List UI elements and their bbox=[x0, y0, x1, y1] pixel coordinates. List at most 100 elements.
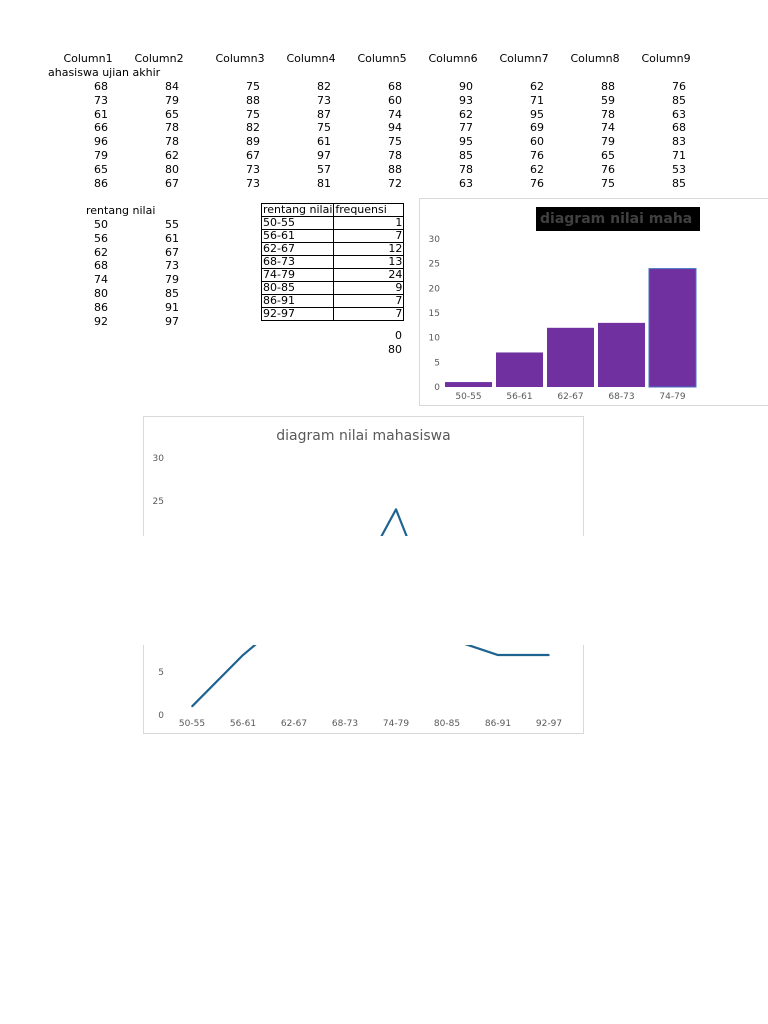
bar-x-tick: 50-55 bbox=[455, 392, 481, 402]
bar-x-tick: 68-73 bbox=[608, 392, 634, 402]
score-cell: 87 bbox=[317, 107, 331, 121]
score-cell: 61 bbox=[317, 135, 331, 149]
score-cell: 75 bbox=[246, 107, 260, 121]
bar-y-tick: 30 bbox=[429, 235, 441, 245]
score-cell: 67 bbox=[246, 149, 260, 162]
score-cell: 78 bbox=[601, 107, 615, 121]
score-cell: 78 bbox=[388, 149, 402, 162]
bar-y-tick: 25 bbox=[429, 260, 440, 270]
score-cell: 66 bbox=[94, 121, 108, 135]
score-cell: 95 bbox=[530, 107, 544, 121]
bar-x-tick: 62-67 bbox=[557, 392, 583, 402]
range-low: 92 bbox=[94, 314, 108, 328]
score-cell: 72 bbox=[388, 176, 402, 190]
score-cell: 83 bbox=[672, 135, 686, 149]
range-high: 55 bbox=[165, 218, 179, 231]
line-point-56-61[interactable] bbox=[242, 654, 244, 656]
line-x-tick: 86-91 bbox=[485, 719, 511, 729]
bar-chart-title: diagram nilai maha bbox=[536, 207, 700, 231]
bar-62-67[interactable] bbox=[547, 327, 594, 387]
score-cell: 73 bbox=[317, 93, 331, 107]
score-cell: 62 bbox=[530, 80, 544, 93]
column-header: Column6 bbox=[428, 52, 478, 65]
frequency-range: 56-61 bbox=[260, 229, 335, 243]
line-x-tick: 92-97 bbox=[536, 719, 562, 729]
score-cell: 86 bbox=[94, 176, 108, 190]
score-cell: 76 bbox=[672, 80, 686, 93]
score-cell: 78 bbox=[165, 135, 179, 149]
score-cell: 62 bbox=[459, 107, 473, 121]
extra-total: 80 bbox=[388, 343, 402, 356]
score-cell: 85 bbox=[672, 176, 686, 190]
score-cell: 76 bbox=[530, 149, 544, 162]
score-cell: 78 bbox=[165, 121, 179, 135]
header-range: rentang nilai bbox=[260, 203, 335, 217]
frequency-row: 86-91 7 bbox=[260, 294, 405, 308]
range-high: 79 bbox=[165, 273, 179, 287]
score-cell: 76 bbox=[601, 162, 615, 176]
score-cell: 60 bbox=[530, 135, 544, 149]
line-x-tick: 68-73 bbox=[332, 719, 358, 729]
frequency-row: 62-67 12 bbox=[260, 242, 405, 256]
bar-y-tick: 20 bbox=[429, 284, 441, 294]
range-low: 68 bbox=[94, 259, 108, 273]
range-low: 80 bbox=[94, 287, 108, 300]
frequency-range: 92-97 bbox=[260, 307, 335, 321]
line-y-tick: 5 bbox=[158, 668, 164, 678]
score-cell: 62 bbox=[530, 162, 544, 176]
score-cell: 85 bbox=[459, 149, 473, 162]
range-high: 73 bbox=[165, 259, 179, 273]
bar-74-79[interactable] bbox=[648, 268, 697, 388]
score-cell: 75 bbox=[246, 80, 260, 93]
frequency-row: 68-73 13 bbox=[260, 255, 405, 269]
bar-x-tick: 56-61 bbox=[506, 392, 532, 402]
score-cell: 77 bbox=[459, 121, 473, 135]
frequency-range: 74-79 bbox=[260, 268, 335, 282]
frequency-range: 50-55 bbox=[260, 216, 335, 230]
range-low: 62 bbox=[94, 245, 108, 259]
bar-50-55[interactable] bbox=[445, 382, 492, 387]
frequency-row: 74-79 24 bbox=[260, 268, 405, 282]
range-high: 67 bbox=[165, 245, 179, 259]
frequency-range: 80-85 bbox=[260, 281, 335, 295]
score-cell: 81 bbox=[317, 176, 331, 190]
range-low: 56 bbox=[94, 231, 108, 245]
line-x-tick: 50-55 bbox=[179, 719, 205, 729]
score-cell: 68 bbox=[388, 80, 402, 93]
score-cell: 65 bbox=[94, 162, 108, 176]
frequency-count: 9 bbox=[333, 281, 405, 295]
bar-68-73[interactable] bbox=[598, 322, 645, 387]
frequency-row: 92-97 7 bbox=[260, 307, 405, 321]
line-y-tick: 30 bbox=[153, 454, 165, 464]
frequency-row: 56-61 7 bbox=[260, 229, 405, 243]
column-header: Column1 bbox=[63, 52, 113, 65]
line-y-tick: 0 bbox=[158, 711, 164, 721]
line-point-74-79[interactable] bbox=[395, 508, 397, 511]
frequency-row: 80-85 9 bbox=[260, 281, 405, 295]
range-high: 91 bbox=[165, 300, 179, 314]
line-x-tick: 62-67 bbox=[281, 719, 307, 729]
range-low: 74 bbox=[94, 273, 108, 287]
score-cell: 79 bbox=[601, 135, 615, 149]
line-point-86-91[interactable] bbox=[497, 654, 499, 656]
score-cell: 79 bbox=[94, 149, 108, 162]
score-cell: 60 bbox=[388, 93, 402, 107]
score-cell: 89 bbox=[246, 135, 260, 149]
bar-x-tick: 74-79 bbox=[659, 392, 685, 402]
score-cell: 65 bbox=[601, 149, 615, 162]
score-cell: 88 bbox=[601, 80, 615, 93]
score-cell: 80 bbox=[165, 162, 179, 176]
score-cell: 73 bbox=[246, 176, 260, 190]
line-point-50-55[interactable] bbox=[191, 705, 193, 708]
bar-56-61[interactable] bbox=[496, 352, 543, 387]
frequency-count: 7 bbox=[333, 307, 405, 321]
ranges-label: rentang nilai bbox=[86, 204, 156, 217]
score-cell: 88 bbox=[246, 93, 260, 107]
column-header: Column3 bbox=[215, 52, 265, 65]
score-cell: 85 bbox=[672, 93, 686, 107]
bar-chart[interactable]: diagram nilai maha 0 5 10 15 20 25 30 50-55 56-6… bbox=[419, 198, 768, 406]
frequency-count: 7 bbox=[333, 294, 405, 308]
score-cell: 84 bbox=[165, 80, 179, 93]
frequency-count: 1 bbox=[333, 216, 405, 230]
line-point-92-97[interactable] bbox=[548, 654, 550, 656]
